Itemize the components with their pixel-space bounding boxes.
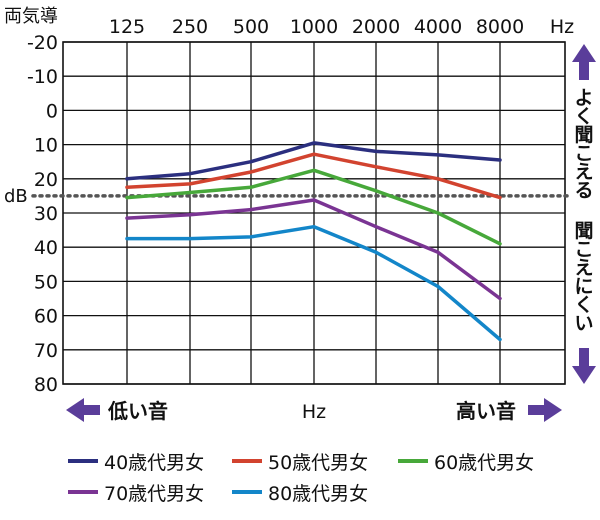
xtick-label: 125 bbox=[109, 16, 145, 38]
right-lower-text: に bbox=[574, 276, 593, 298]
legend-item: 40歳代男女 bbox=[68, 446, 204, 476]
legend-swatch bbox=[232, 459, 262, 463]
legend: 40歳代男女 50歳代男女 60歳代男女 70歳代男女 80歳代男女 bbox=[0, 440, 600, 520]
right-lower-text: く bbox=[574, 294, 593, 316]
arrow-left-icon bbox=[66, 398, 100, 422]
legend-item: 60歳代男女 bbox=[398, 446, 534, 476]
legend-item: 70歳代男女 bbox=[68, 477, 204, 507]
legend-swatch bbox=[68, 490, 98, 494]
bottom-right-label: 高い音 bbox=[456, 399, 516, 423]
series-line-1 bbox=[125, 141, 502, 181]
plot-frame bbox=[62, 41, 566, 385]
ytick-label: 0 bbox=[46, 100, 58, 122]
xtick-label: 2000 bbox=[352, 16, 400, 38]
legend-swatch bbox=[68, 459, 98, 463]
legend-label: 50歳代男女 bbox=[268, 451, 369, 474]
right-upper-text: こ bbox=[574, 143, 593, 165]
ytick-label: 60 bbox=[34, 306, 58, 328]
legend-swatch bbox=[232, 490, 262, 494]
hearing-chart: -20 -10 0 10 20 30 40 50 60 70 80 125 250 500 1000 2000… bbox=[4, 6, 596, 423]
ylabel-top: 両気導 bbox=[4, 6, 58, 27]
ytick-label: 70 bbox=[34, 340, 58, 362]
legend-label: 80歳代男女 bbox=[268, 482, 369, 505]
right-upper-text: る bbox=[574, 180, 593, 202]
right-upper-text: え bbox=[574, 161, 593, 183]
ytick-label: -20 bbox=[27, 32, 58, 54]
xtick-label: 1000 bbox=[290, 16, 338, 38]
legend-item: 80歳代男女 bbox=[232, 477, 368, 507]
ytick-label: 30 bbox=[34, 203, 58, 225]
xtick-label: 250 bbox=[172, 16, 208, 38]
arrow-down-icon bbox=[572, 348, 596, 384]
bottom-left-label: 低い音 bbox=[107, 399, 168, 423]
bottom-center-label: Hz bbox=[302, 401, 326, 423]
arrow-up-icon bbox=[572, 44, 596, 80]
ytick-label: -10 bbox=[27, 66, 58, 88]
ytick-label: 10 bbox=[34, 135, 58, 157]
legend-label: 70歳代男女 bbox=[104, 482, 205, 505]
right-upper-text: よ bbox=[574, 87, 593, 109]
right-lower-text: 聞 bbox=[574, 220, 593, 242]
right-upper-text: 聞 bbox=[574, 124, 593, 146]
series-line-4 bbox=[125, 198, 502, 301]
legend-label: 40歳代男女 bbox=[104, 451, 205, 474]
right-lower-text: え bbox=[574, 257, 593, 279]
ytick-label: 80 bbox=[34, 374, 58, 396]
xtick-label: 500 bbox=[233, 16, 269, 38]
xtick-label: 4000 bbox=[414, 16, 462, 38]
series-line-5 bbox=[125, 224, 502, 342]
right-lower-text: い bbox=[574, 313, 593, 335]
arrow-right-icon bbox=[528, 398, 562, 422]
ylabel: dB bbox=[4, 186, 28, 207]
ytick-label: 40 bbox=[34, 237, 58, 259]
legend-label: 60歳代男女 bbox=[434, 451, 535, 474]
legend-swatch bbox=[398, 459, 428, 463]
right-upper-text: く bbox=[574, 106, 593, 128]
ytick-label: 20 bbox=[34, 169, 58, 191]
right-lower-text: こ bbox=[574, 239, 593, 261]
ytick-label: 50 bbox=[34, 271, 58, 293]
xtick-label: 8000 bbox=[476, 16, 524, 38]
x-unit-top: Hz bbox=[550, 16, 574, 38]
series-line-2 bbox=[125, 152, 502, 200]
series-line-3 bbox=[125, 168, 502, 246]
legend-item: 50歳代男女 bbox=[232, 446, 368, 476]
